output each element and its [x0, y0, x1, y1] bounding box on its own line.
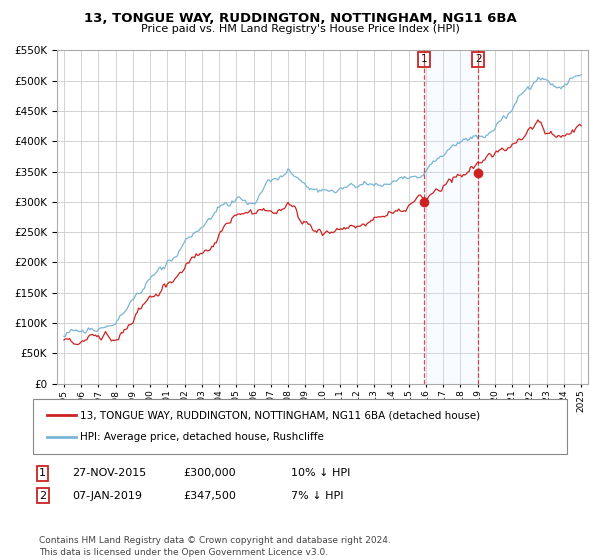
Text: Price paid vs. HM Land Registry's House Price Index (HPI): Price paid vs. HM Land Registry's House … [140, 24, 460, 34]
Text: 10% ↓ HPI: 10% ↓ HPI [291, 468, 350, 478]
Text: £347,500: £347,500 [183, 491, 236, 501]
Text: 13, TONGUE WAY, RUDDINGTON, NOTTINGHAM, NG11 6BA (detached house): 13, TONGUE WAY, RUDDINGTON, NOTTINGHAM, … [80, 410, 480, 421]
Text: 27-NOV-2015: 27-NOV-2015 [72, 468, 146, 478]
Text: 7% ↓ HPI: 7% ↓ HPI [291, 491, 343, 501]
Bar [424, 50, 478, 384]
Text: 13, TONGUE WAY, RUDDINGTON, NOTTINGHAM, NG11 6BA: 13, TONGUE WAY, RUDDINGTON, NOTTINGHAM, … [83, 12, 517, 25]
Text: 07-JAN-2019: 07-JAN-2019 [72, 491, 142, 501]
Text: 2: 2 [39, 491, 46, 501]
Text: HPI: Average price, detached house, Rushcliffe: HPI: Average price, detached house, Rush… [80, 432, 323, 442]
Text: £300,000: £300,000 [183, 468, 236, 478]
Text: 2: 2 [475, 54, 481, 64]
Text: 1: 1 [421, 54, 428, 64]
Text: Contains HM Land Registry data © Crown copyright and database right 2024.
This d: Contains HM Land Registry data © Crown c… [39, 536, 391, 557]
Text: 1: 1 [39, 468, 46, 478]
